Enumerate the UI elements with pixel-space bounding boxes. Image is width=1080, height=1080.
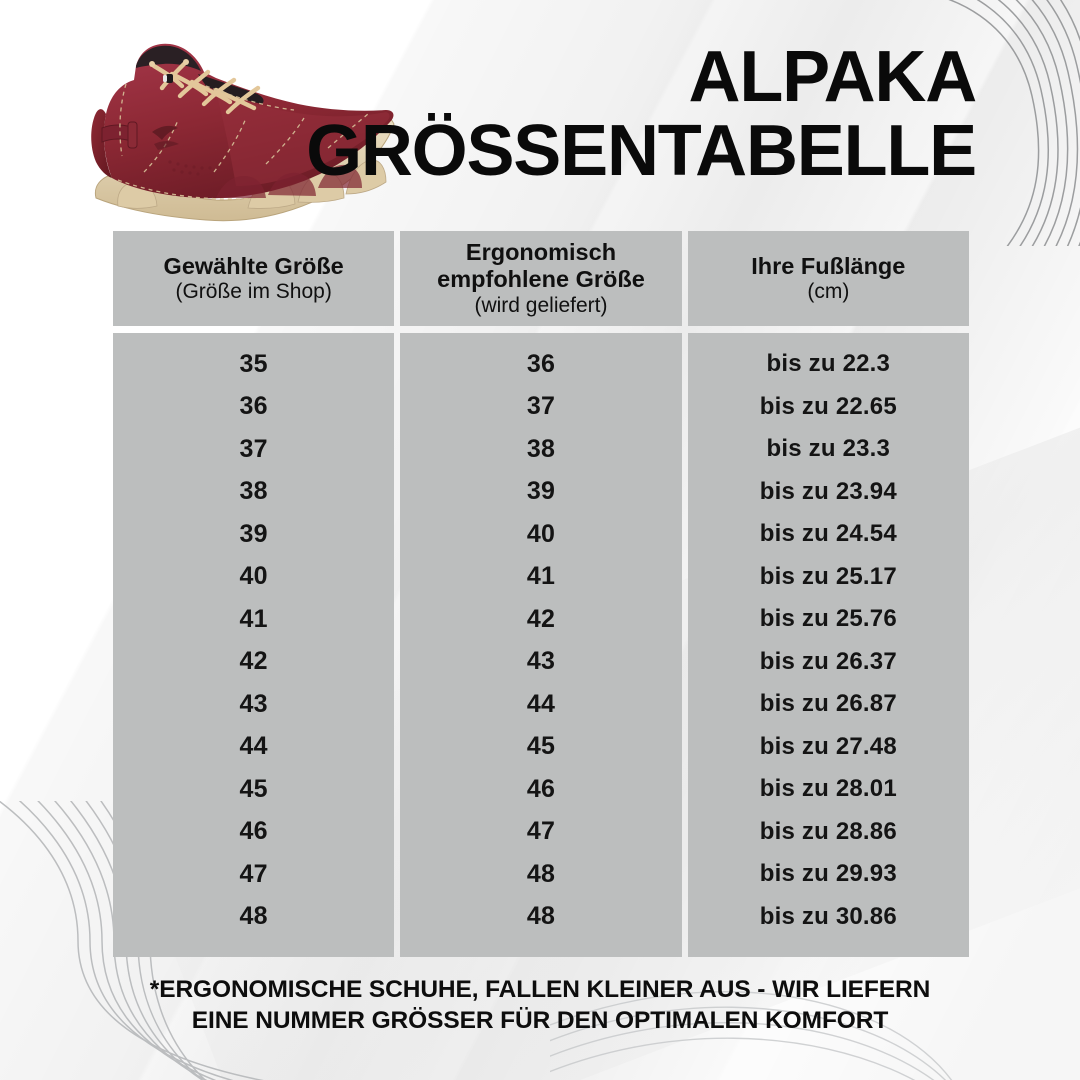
footnote: *ERGONOMISCHE SCHUHE, FALLEN KLEINER AUS…	[0, 975, 1080, 1037]
column-header-subtitle: (cm)	[807, 280, 850, 304]
table-cell: 43	[239, 689, 268, 718]
table-cell: 44	[239, 732, 268, 761]
table-cell: bis zu 28.86	[759, 817, 897, 845]
table-cell: bis zu 23.94	[759, 477, 897, 505]
table-cell: bis zu 22.3	[766, 350, 891, 378]
size-table: Gewählte Größe (Größe im Shop) 35 36 37 …	[113, 231, 969, 957]
table-cell: 48	[526, 902, 556, 931]
table-cell: 35	[239, 349, 268, 378]
table-cell: 37	[526, 392, 556, 421]
table-cell: 41	[526, 562, 556, 591]
product-shoe-image	[66, 22, 402, 230]
column-header-title: Ergonomisch empfohlene Größe	[437, 239, 645, 293]
table-cell: bis zu 23.3	[766, 435, 891, 463]
column-header-subtitle: (Größe im Shop)	[175, 280, 332, 304]
table-cell: bis zu 29.93	[759, 860, 897, 888]
title-subject: GRÖSSENTABELLE	[306, 110, 977, 191]
table-cell: 42	[239, 647, 268, 676]
table-cell: bis zu 30.86	[759, 902, 897, 930]
column-header-empfohlene-groesse: Ergonomisch empfohlene Größe (wird gelie…	[400, 231, 682, 326]
table-cell: bis zu 25.76	[759, 605, 897, 633]
table-cell: 39	[526, 477, 556, 506]
column-body-fusslaenge: bis zu 22.3 bis zu 22.65 bis zu 23.3 bis…	[687, 333, 969, 957]
table-cell: 38	[526, 434, 556, 463]
footnote-line-2: EINE NUMMER GRÖSSER FÜR DEN OPTIMALEN KO…	[191, 1006, 889, 1034]
table-cell: 42	[526, 604, 556, 633]
table-column-fusslaenge: Ihre Fußlänge (cm) bis zu 22.3 bis zu 22…	[687, 231, 969, 957]
table-cell: bis zu 28.01	[759, 775, 897, 803]
column-header-title: Ihre Fußlänge	[751, 252, 906, 279]
table-cell: 37	[239, 434, 268, 463]
column-header-subtitle: (wird geliefert)	[474, 293, 608, 317]
table-cell: bis zu 24.54	[759, 520, 897, 548]
table-cell: 38	[239, 477, 268, 506]
table-cell: 48	[526, 859, 556, 888]
table-cell: bis zu 26.37	[759, 647, 897, 675]
table-cell: 43	[526, 647, 556, 676]
table-cell: bis zu 25.17	[759, 562, 897, 590]
title-brand: ALPAKA	[688, 37, 978, 117]
table-cell: 36	[526, 349, 556, 378]
table-cell: 40	[526, 519, 556, 548]
table-cell: 47	[526, 817, 556, 846]
table-column-gewaehlte-groesse: Gewählte Größe (Größe im Shop) 35 36 37 …	[113, 231, 395, 957]
table-cell: 46	[239, 817, 268, 846]
table-cell: 48	[239, 902, 268, 931]
page-title: ALPAKA GRÖSSENTABELLE	[276, 37, 978, 191]
table-cell: 44	[526, 689, 556, 718]
table-cell: 41	[239, 604, 268, 633]
table-cell: 36	[239, 392, 268, 421]
table-cell: bis zu 27.48	[759, 732, 897, 760]
column-header-gewaehlte-groesse: Gewählte Größe (Größe im Shop)	[113, 231, 395, 326]
shoe-brand-logo	[152, 125, 179, 150]
table-cell: 45	[526, 732, 556, 761]
table-cell: 47	[239, 859, 268, 888]
footnote-line-1: *ERGONOMISCHE SCHUHE, FALLEN KLEINER AUS…	[149, 976, 931, 1003]
table-cell: 45	[239, 774, 268, 803]
table-column-empfohlene-groesse: Ergonomisch empfohlene Größe (wird gelie…	[400, 231, 682, 957]
table-cell: bis zu 22.65	[759, 392, 897, 420]
table-cell: 40	[239, 562, 268, 591]
table-cell: 46	[526, 774, 556, 803]
table-cell: bis zu 26.87	[759, 690, 897, 718]
column-header-title: Gewählte Größe	[163, 252, 344, 279]
table-cell: 39	[239, 519, 268, 548]
column-body-gewaehlte-groesse: 35 36 37 38 39 40 41 42 43 44 45 46 47 4…	[113, 333, 395, 957]
column-body-empfohlene-groesse: 36 37 38 39 40 41 42 43 44 45 46 47 48 4…	[400, 333, 682, 957]
column-header-fusslaenge: Ihre Fußlänge (cm)	[687, 231, 969, 326]
